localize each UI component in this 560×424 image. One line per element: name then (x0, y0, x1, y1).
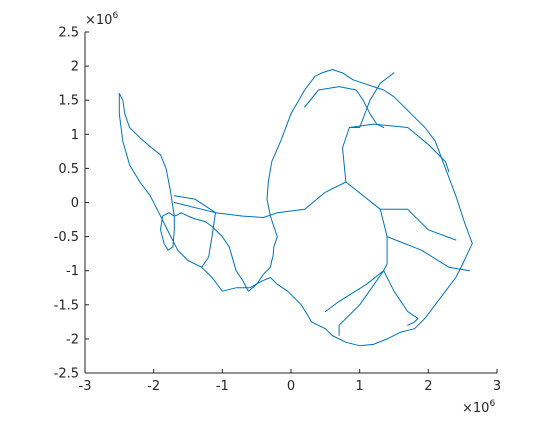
basin-boundary-series (304, 86, 385, 128)
basin-boundary-series (383, 270, 419, 326)
basin-boundary-series (324, 208, 388, 313)
x-tick-label: -1 (216, 379, 229, 394)
axes: -3 -2 -1 0 1 2 3 -2.5 -2 -1.5 -1 -0.5 0 0.5 1 1.5 2 2.5 (54, 26, 502, 395)
basin-boundary-series (276, 181, 457, 241)
x-tick-label: 3 (493, 379, 501, 394)
basin-boundary-series (386, 236, 470, 272)
coastline-series (118, 69, 473, 347)
y-tick-label: -2 (66, 332, 79, 347)
basin-boundary-series (342, 72, 395, 183)
x-tick-label: -2 (147, 379, 160, 394)
x-tick-label: 0 (287, 379, 295, 394)
basin-boundary-series (201, 212, 216, 268)
y-tick-label: -0.5 (54, 230, 79, 245)
x-exponent-base: ×10 (462, 401, 489, 416)
y-tick-label: 1.5 (58, 94, 79, 109)
x-axis-exponent: ×106 (462, 399, 495, 416)
x-tick-label: -3 (79, 379, 92, 394)
y-tick-label: 0 (71, 196, 79, 211)
y-tick-label: 1 (71, 128, 79, 143)
y-tick-label: 2 (71, 60, 79, 75)
basin-boundary-series (348, 123, 450, 173)
x-tick-label: 2 (424, 379, 432, 394)
axis-exponents: ×106 ×106 (85, 11, 495, 416)
x-tick-label: 1 (356, 379, 364, 394)
basin-boundary-series (338, 270, 385, 336)
y-tick-label: -2.5 (54, 367, 79, 382)
y-axis-exponent: ×106 (85, 11, 118, 28)
y-tick-label: 2.5 (58, 26, 79, 41)
basin-boundary-series (173, 202, 278, 218)
plot-area (118, 69, 473, 347)
y-tick-label: -1 (66, 264, 79, 279)
y-exponent-base: ×10 (85, 13, 112, 28)
y-tick-label: 0.5 (58, 162, 79, 177)
y-tick-label: -1.5 (54, 298, 79, 313)
y-exponent-power: 6 (112, 11, 118, 21)
x-exponent-power: 6 (489, 399, 495, 409)
basin-boundary-series (173, 195, 216, 214)
